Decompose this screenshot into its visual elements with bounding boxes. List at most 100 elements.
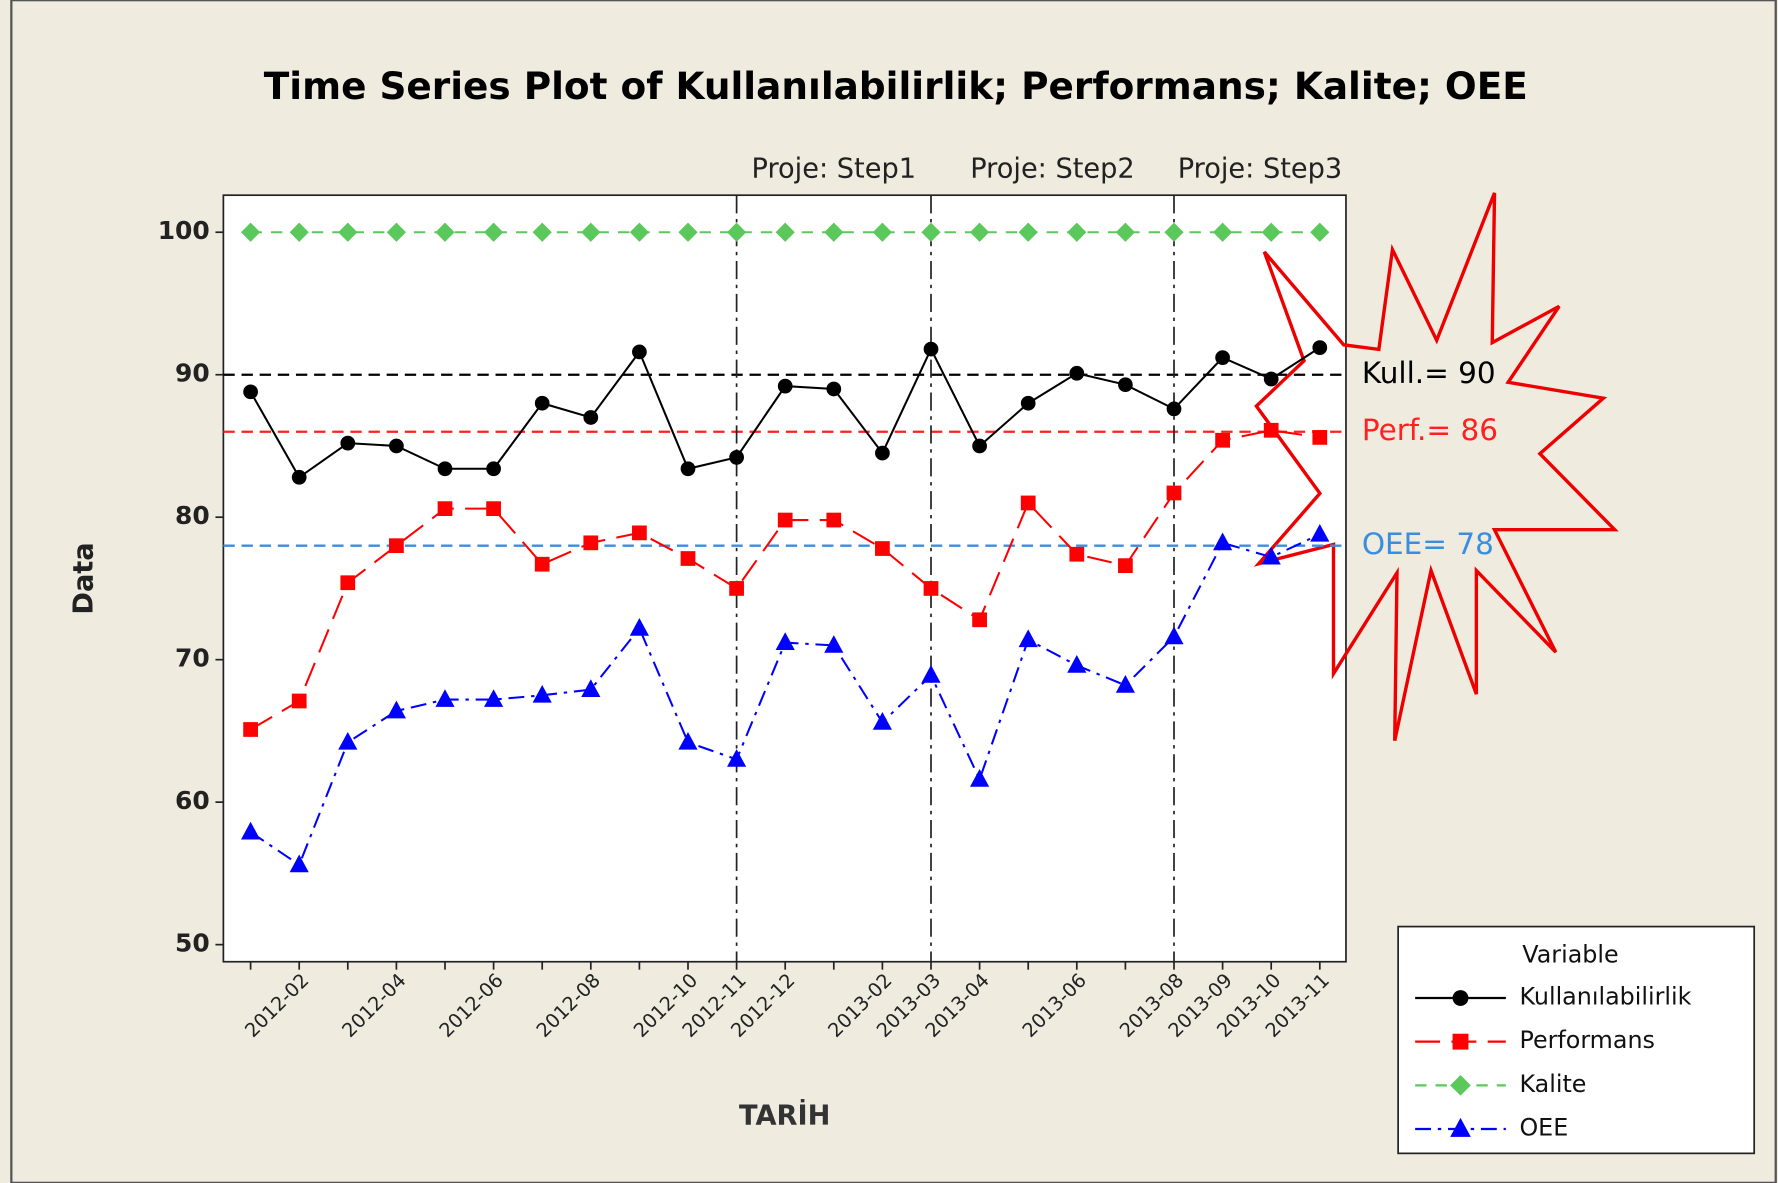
marker (583, 410, 599, 425)
marker (921, 222, 941, 242)
marker (486, 501, 501, 517)
marker (872, 222, 892, 242)
marker (338, 731, 358, 750)
legend-label: Performans (1519, 1026, 1654, 1054)
marker (243, 384, 258, 400)
marker (534, 395, 550, 411)
marker (777, 512, 793, 528)
marker (1310, 222, 1330, 242)
marker (875, 445, 890, 461)
y-tick-label: 70 (175, 644, 210, 673)
marker (1069, 365, 1085, 381)
marker (1020, 395, 1036, 411)
marker (632, 525, 647, 541)
marker (680, 551, 696, 566)
x-axis-label: TARİH (739, 1100, 830, 1132)
phase-label: Proje: Step2 (970, 154, 1135, 185)
marker (389, 438, 404, 454)
marker (581, 222, 601, 242)
marker (1261, 222, 1281, 242)
marker (680, 461, 696, 477)
marker (1020, 495, 1036, 511)
marker (678, 222, 698, 242)
marker (1166, 401, 1182, 417)
marker (291, 469, 307, 485)
marker (729, 581, 744, 596)
marker (1166, 485, 1182, 501)
marker (1018, 222, 1038, 242)
marker (629, 618, 649, 636)
marker (1450, 1117, 1471, 1137)
marker (1312, 430, 1328, 445)
marker (583, 535, 599, 551)
marker (1164, 222, 1184, 242)
marker (777, 378, 793, 394)
marker (824, 635, 844, 653)
marker (729, 449, 744, 465)
marker (775, 222, 795, 242)
marker (872, 712, 892, 730)
marker (389, 538, 404, 554)
marker (923, 581, 939, 596)
marker (826, 381, 842, 397)
marker (340, 435, 356, 451)
marker (970, 769, 990, 787)
reference-label: Perf.= 86 (1362, 413, 1498, 447)
legend-label: Kalite (1519, 1070, 1586, 1098)
marker (437, 501, 453, 517)
marker (1164, 626, 1184, 645)
marker (291, 693, 307, 709)
marker (241, 222, 261, 242)
marker (1452, 1033, 1469, 1050)
marker (1261, 546, 1281, 565)
marker (1312, 340, 1328, 356)
reference-label: OEE= 78 (1362, 527, 1494, 561)
legend-title: Variable (1522, 941, 1618, 969)
marker (1118, 377, 1133, 393)
marker (289, 854, 309, 873)
marker (1067, 655, 1087, 673)
marker (241, 821, 261, 840)
y-tick-label: 60 (175, 786, 210, 815)
marker (727, 749, 747, 767)
marker (1069, 546, 1085, 562)
marker (1067, 222, 1087, 242)
marker (532, 222, 552, 242)
phase-label: Proje: Step3 (1178, 154, 1343, 185)
marker (775, 632, 795, 650)
marker (386, 700, 406, 719)
marker (824, 222, 844, 242)
marker (1310, 523, 1330, 542)
marker (338, 222, 358, 242)
phase-label: Proje: Step1 (752, 154, 917, 185)
reference-label: Kull.= 90 (1362, 356, 1496, 390)
marker (972, 438, 987, 454)
marker (386, 222, 406, 242)
y-tick-label: 80 (175, 501, 210, 530)
marker (1450, 1075, 1471, 1096)
marker (1018, 629, 1038, 648)
legend-label: Kullanılabilirlik (1519, 983, 1691, 1011)
y-tick-label: 90 (175, 359, 210, 388)
marker (437, 461, 453, 477)
marker (632, 344, 647, 360)
y-tick-label: 50 (175, 929, 210, 958)
marker (875, 541, 890, 556)
marker (1263, 422, 1279, 438)
marker (727, 222, 747, 242)
marker (826, 512, 842, 528)
marker (1452, 990, 1469, 1006)
marker (972, 612, 987, 628)
marker (534, 556, 550, 572)
marker (484, 222, 504, 242)
marker (1263, 371, 1279, 387)
marker (678, 731, 698, 750)
marker (581, 679, 601, 697)
marker (921, 665, 941, 683)
marker (435, 689, 455, 707)
chart-title: Time Series Plot of Kullanılabilirlik; P… (264, 64, 1528, 108)
marker (1118, 558, 1133, 574)
marker (532, 684, 552, 703)
marker (1215, 432, 1230, 448)
